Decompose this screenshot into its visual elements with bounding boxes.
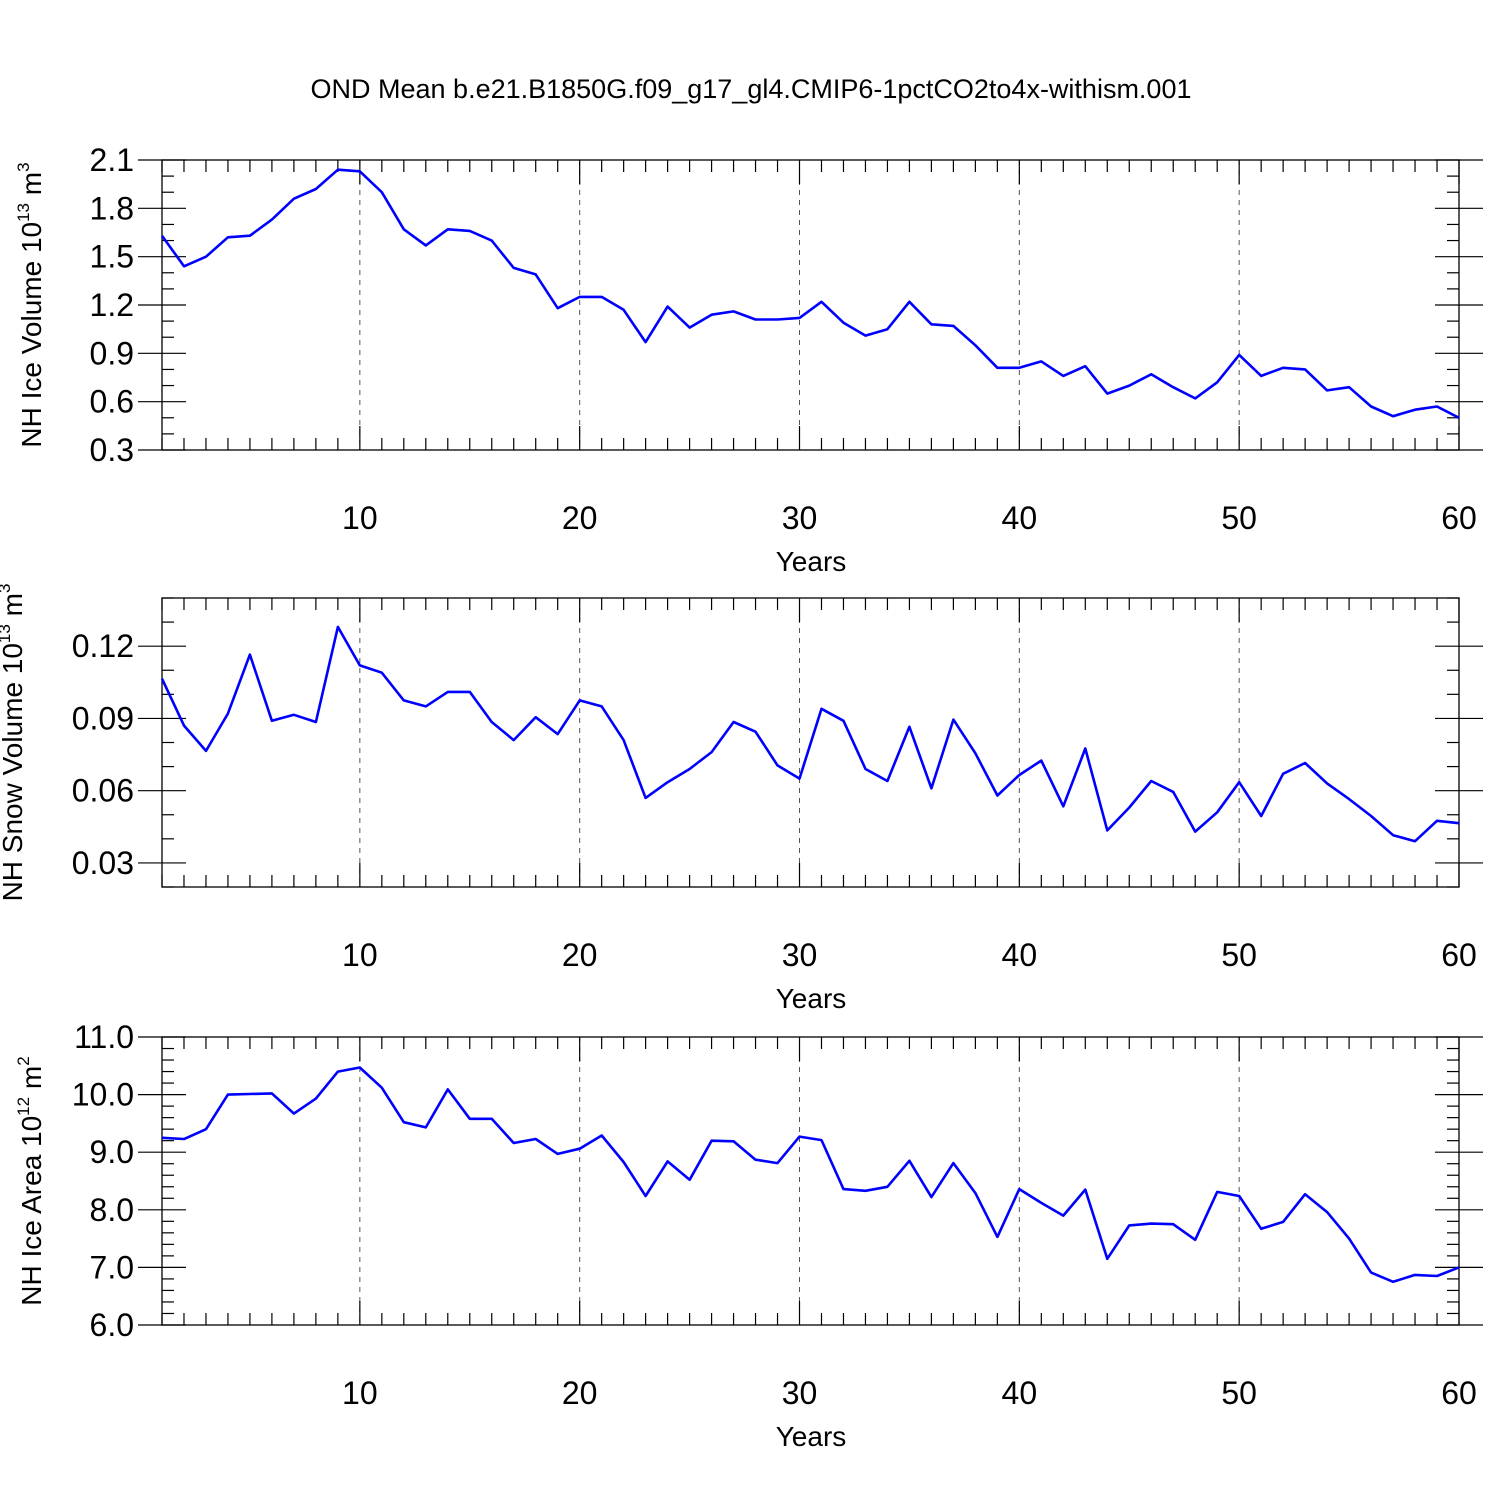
- y-tick-label: 0.3: [90, 432, 134, 468]
- series-line-snow-volume: [160, 625, 1460, 843]
- x-tick-label: 10: [342, 937, 378, 973]
- y-tick-label: 10.0: [72, 1077, 134, 1113]
- x-tick-label: 60: [1441, 500, 1477, 536]
- x-tick-label: 60: [1441, 1375, 1477, 1411]
- x-tick-label: 40: [1002, 1375, 1038, 1411]
- x-tick-label: 10: [342, 1375, 378, 1411]
- x-tick-label: 50: [1221, 1375, 1257, 1411]
- x-tick-label: 10: [342, 500, 378, 536]
- series-line-ice-area: [161, 1066, 1460, 1284]
- y-tick-label: 7.0: [90, 1249, 134, 1285]
- x-tick-label: 30: [782, 937, 818, 973]
- plot-frame: [161, 1036, 1460, 1326]
- y-tick-label: 1.2: [90, 287, 134, 323]
- x-tick-label: 40: [1002, 937, 1038, 973]
- y-tick-label: 0.9: [90, 335, 134, 371]
- y-tick-label: 0.06: [72, 773, 134, 809]
- x-tick-label: 30: [782, 500, 818, 536]
- panel-snow-volume: 0.03 0.06 0.09 0.12 10 20 30 40 50 60 Years NH Snow…: [0, 584, 1483, 1014]
- x-tick-label: 50: [1221, 500, 1257, 536]
- y-tick-label: 1.8: [90, 190, 134, 226]
- x-axis-label: Years: [776, 1421, 847, 1452]
- x-tick-label: 30: [782, 1375, 818, 1411]
- y-axis-label: NH Ice Volume 1013 m3: [14, 162, 47, 447]
- y-tick-label: 11.0: [74, 1019, 134, 1055]
- x-axis-label: Years: [776, 546, 847, 577]
- x-axis-label: Years: [776, 983, 847, 1014]
- y-tick-label: 1.5: [90, 239, 134, 275]
- panel-ice-volume: 0.3 0.6 0.9 1.2 1.5 1.8 2.1 10 20 30 40 50 60 Years NH…: [14, 142, 1483, 577]
- x-tick-label: 20: [562, 1375, 598, 1411]
- y-tick-label: 0.6: [90, 384, 134, 420]
- x-tick-label: 20: [562, 937, 598, 973]
- plot-frame: [161, 159, 1460, 451]
- x-tick-label: 20: [562, 500, 598, 536]
- y-tick-label: 6.0: [90, 1307, 134, 1343]
- x-tick-label: 40: [1002, 500, 1038, 536]
- panel-ice-area: 6.0 7.0 8.0 9.0 10.0 11.0 10 20 30 40 50 60 Years NH …: [14, 1019, 1483, 1452]
- plot-frame: [161, 597, 1460, 888]
- figure-title: OND Mean b.e21.B1850G.f09_g17_gl4.CMIP6-…: [311, 74, 1192, 104]
- x-tick-label: 60: [1441, 937, 1477, 973]
- x-tick-label: 50: [1221, 937, 1257, 973]
- y-tick-label: 0.12: [72, 628, 134, 664]
- y-tick-label: 8.0: [90, 1192, 134, 1228]
- y-axis-label: NH Ice Area 1012 m2: [14, 1056, 47, 1305]
- y-tick-label: 2.1: [90, 142, 134, 178]
- y-tick-label: 0.09: [72, 700, 134, 736]
- y-tick-label: 0.03: [72, 845, 134, 881]
- panels: 0.3 0.6 0.9 1.2 1.5 1.8 2.1 10 20 30 40 50 60 Years NH…: [0, 142, 1483, 1452]
- y-axis-label: NH Snow Volume 1013 m3: [0, 584, 28, 902]
- y-tick-label: 9.0: [90, 1134, 134, 1170]
- series-line-ice-volume: [160, 168, 1460, 419]
